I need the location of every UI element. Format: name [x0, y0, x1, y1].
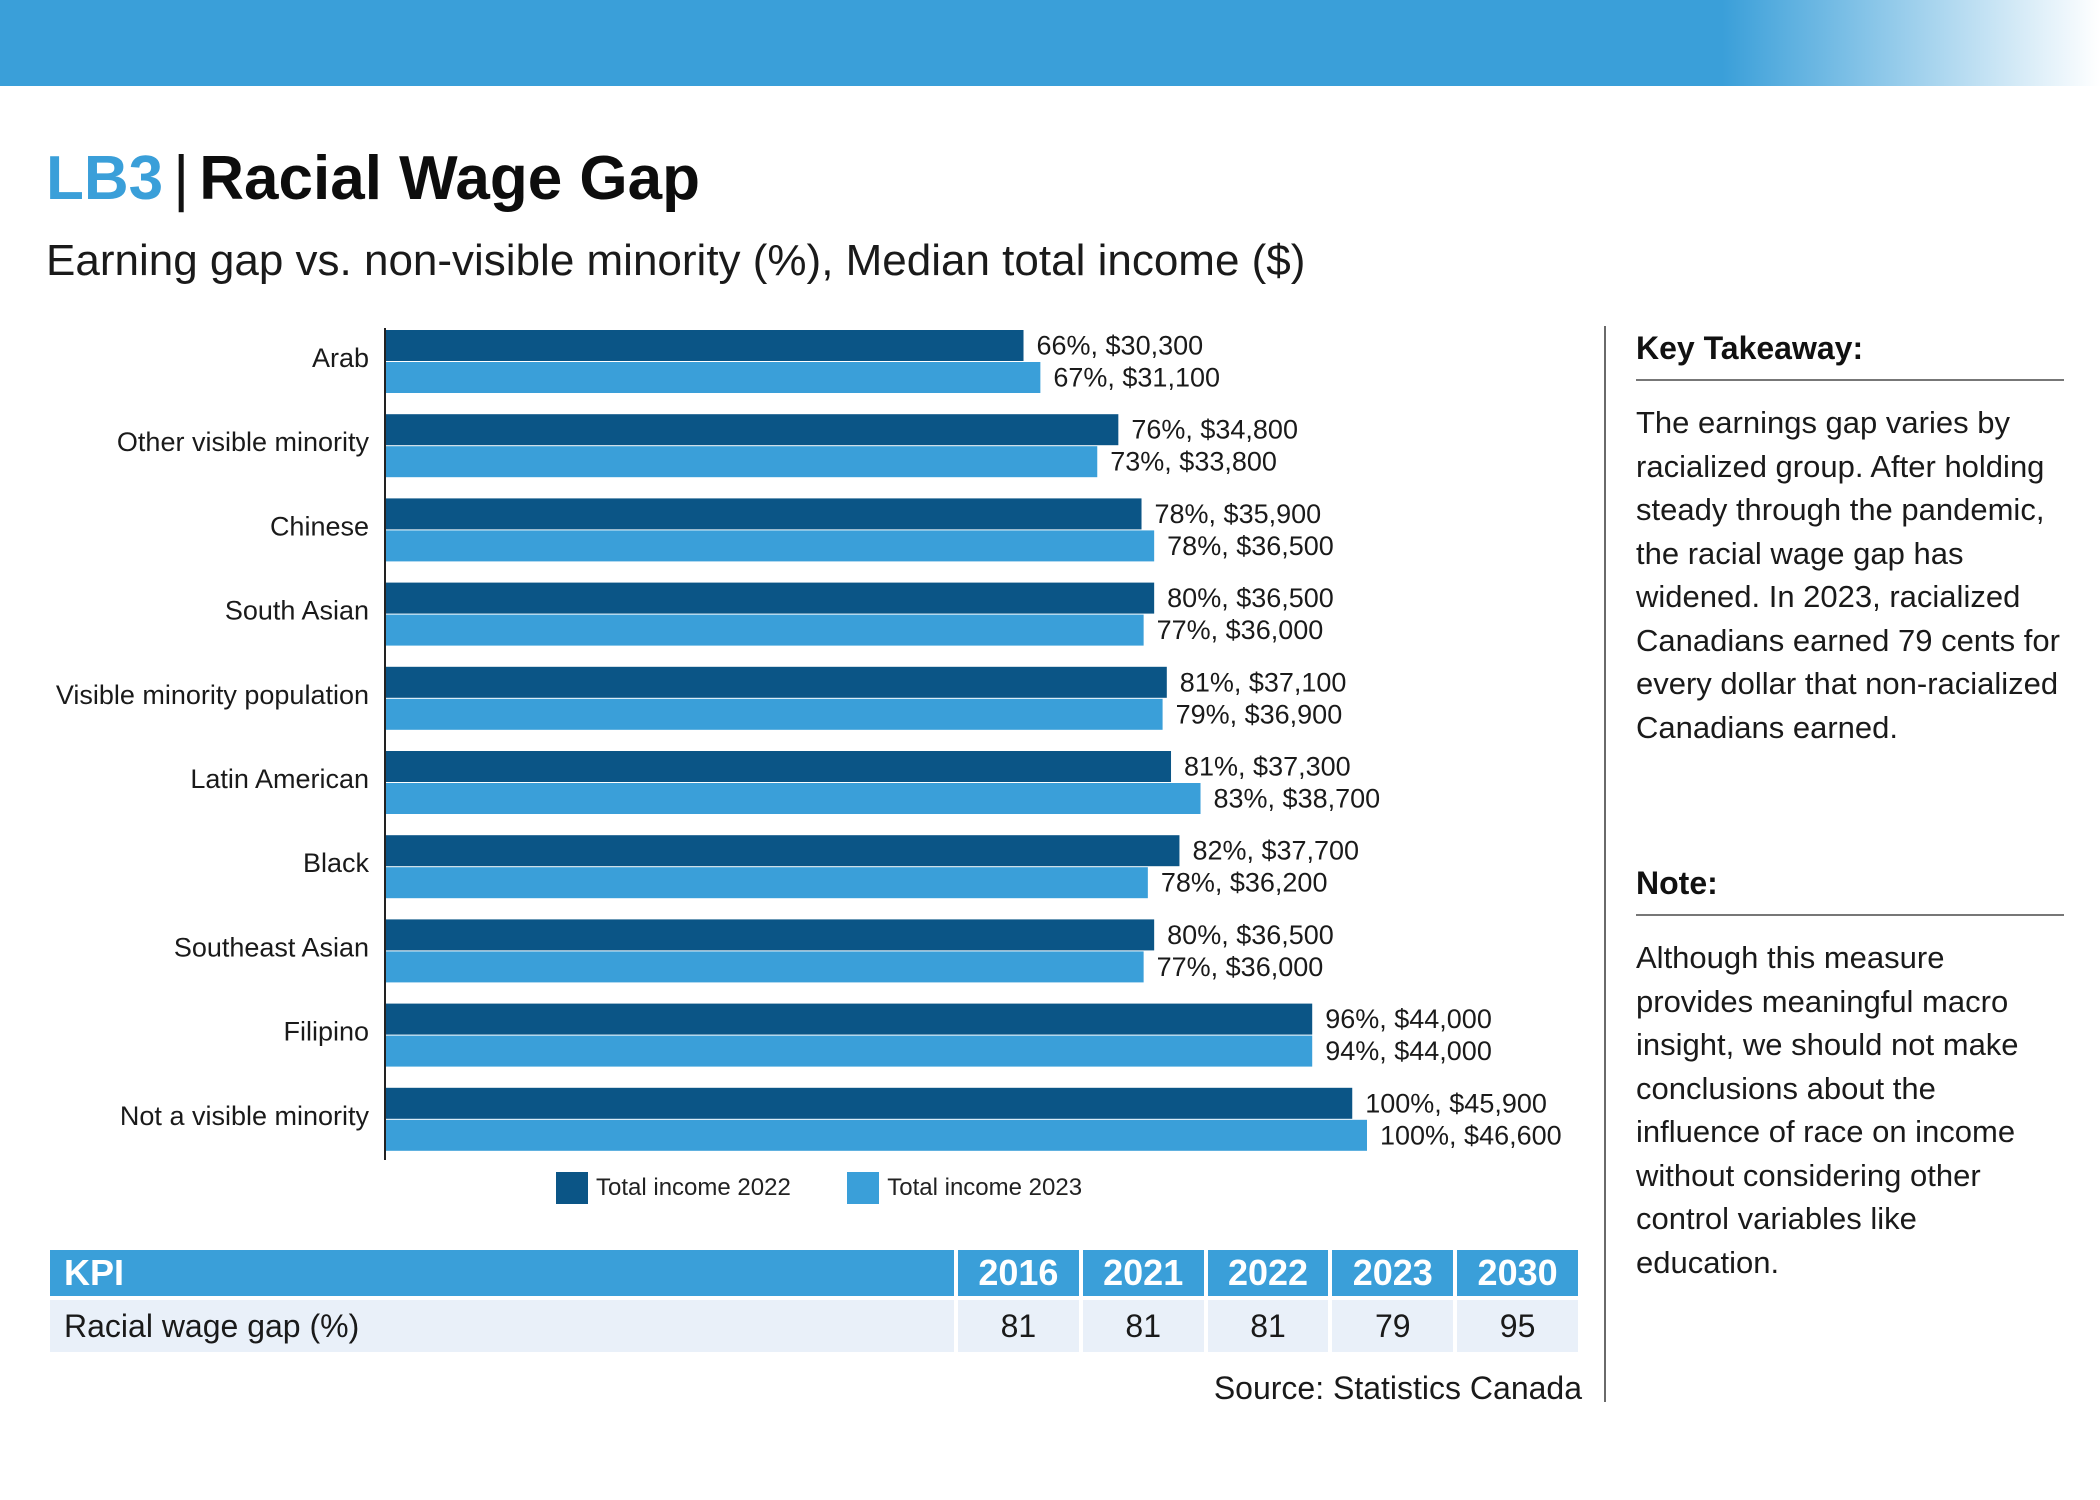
bar-value-label: 78%, $36,200	[1161, 868, 1328, 898]
bar-value-label: 67%, $31,100	[1053, 363, 1220, 393]
bar-2022	[385, 330, 1024, 361]
source-note: Source: Statistics Canada	[1213, 1370, 1582, 1406]
bar-value-label: 78%, $35,900	[1155, 499, 1322, 529]
top-banner	[0, 0, 2100, 86]
category-label: Black	[303, 848, 370, 878]
legend-swatch-2023	[847, 1172, 880, 1204]
chart-subtitle: Earning gap vs. non-visible minority (%)…	[46, 236, 1306, 285]
kpi-value: 81	[1207, 1296, 1329, 1352]
note-panel: Note: Although this measure provides mea…	[1636, 865, 2064, 1284]
bar-2022	[385, 498, 1142, 530]
bar-2022	[385, 666, 1167, 698]
chart-legend: Total income 2022 Total income 2023	[556, 1172, 1134, 1212]
kpi-table: KPI 2016 2021 2022 2023 2030 Racial wage…	[46, 1250, 1582, 1352]
legend-swatch-2022	[556, 1172, 588, 1204]
note-heading: Note:	[1636, 865, 2064, 916]
note-text: Although this measure provides meaningfu…	[1636, 940, 2019, 1280]
bar-2022	[385, 1087, 1353, 1119]
bar-2023	[385, 530, 1155, 562]
bar-value-label: 100%, $46,600	[1380, 1120, 1562, 1150]
category-label: Not a visible minority	[120, 1101, 370, 1131]
bar-value-label: 81%, $37,100	[1180, 667, 1347, 697]
bar-2022	[385, 751, 1172, 782]
title-text: Racial Wage Gap	[199, 144, 701, 213]
bar-2023	[385, 1119, 1367, 1151]
vertical-divider	[1604, 326, 1606, 1402]
bar-2023	[385, 783, 1201, 814]
bar-2022	[385, 835, 1180, 867]
section-code: LB3	[46, 144, 164, 213]
kpi-value: 79	[1332, 1296, 1454, 1352]
page-title: LB3 | Racial Wage Gap	[46, 148, 700, 210]
kpi-header-year: 2022	[1207, 1250, 1329, 1296]
kpi-value: 81	[1082, 1296, 1204, 1352]
bar-value-label: 66%, $30,300	[1037, 331, 1204, 361]
bar-2022	[385, 919, 1155, 951]
kpi-row-label: Racial wage gap (%)	[50, 1296, 954, 1352]
bar-2023	[385, 867, 1148, 899]
category-label: Filipino	[283, 1017, 369, 1047]
key-takeaway-heading: Key Takeaway:	[1636, 330, 2064, 381]
legend-item-2023: Total income 2023	[847, 1172, 1082, 1204]
kpi-header-year: 2023	[1332, 1250, 1454, 1296]
category-label: South Asian	[225, 596, 369, 626]
legend-label-2023: Total income 2023	[887, 1174, 1083, 1201]
kpi-header-row: KPI 2016 2021 2022 2023 2030	[50, 1250, 1578, 1296]
bar-2022	[385, 582, 1155, 614]
bar-value-label: 96%, $44,000	[1325, 1004, 1492, 1034]
bar-2023	[385, 698, 1163, 730]
bar-value-label: 73%, $33,800	[1110, 447, 1277, 477]
bar-value-label: 77%, $36,000	[1157, 615, 1324, 645]
bar-value-label: 94%, $44,000	[1325, 1036, 1492, 1066]
category-label: Southeast Asian	[174, 932, 369, 962]
bar-2022	[385, 414, 1119, 446]
bar-value-label: 81%, $37,300	[1184, 752, 1351, 782]
category-label: Chinese	[270, 511, 369, 541]
kpi-value: 81	[958, 1296, 1079, 1352]
bar-2023	[385, 951, 1144, 983]
bar-2023	[385, 446, 1098, 478]
bar-value-label: 100%, $45,900	[1365, 1088, 1547, 1118]
kpi-header-year: 2030	[1457, 1250, 1578, 1296]
bar-2023	[385, 614, 1144, 646]
category-label: Visible minority population	[56, 680, 369, 710]
category-label: Arab	[312, 343, 369, 373]
legend-label-2022: Total income 2022	[596, 1174, 791, 1201]
category-label: Other visible minority	[117, 427, 370, 457]
category-label: Latin American	[190, 764, 369, 794]
bar-value-label: 83%, $38,700	[1214, 784, 1381, 814]
bar-value-label: 79%, $36,900	[1176, 699, 1343, 729]
bar-value-label: 82%, $37,700	[1192, 836, 1359, 866]
bar-value-label: 77%, $36,000	[1157, 952, 1324, 982]
kpi-value: 95	[1457, 1296, 1578, 1352]
key-takeaway-text: The earnings gap varies by racialized gr…	[1636, 405, 2060, 745]
kpi-header-year: 2021	[1082, 1250, 1204, 1296]
bar-2023	[385, 362, 1041, 393]
bar-value-label: 76%, $34,800	[1131, 415, 1298, 445]
kpi-header-year: 2016	[958, 1250, 1079, 1296]
kpi-header-label: KPI	[50, 1250, 954, 1296]
bar-value-label: 80%, $36,500	[1167, 583, 1334, 613]
bar-2023	[385, 1035, 1313, 1067]
bar-2022	[385, 1003, 1313, 1035]
kpi-row: Racial wage gap (%) 81 81 81 79 95	[50, 1296, 1578, 1352]
legend-item-2022: Total income 2022	[556, 1172, 791, 1204]
bar-value-label: 80%, $36,500	[1167, 920, 1334, 950]
bar-value-label: 78%, $36,500	[1167, 531, 1334, 561]
title-separator: |	[173, 144, 190, 213]
key-takeaway-panel: Key Takeaway: The earnings gap varies by…	[1636, 330, 2064, 749]
